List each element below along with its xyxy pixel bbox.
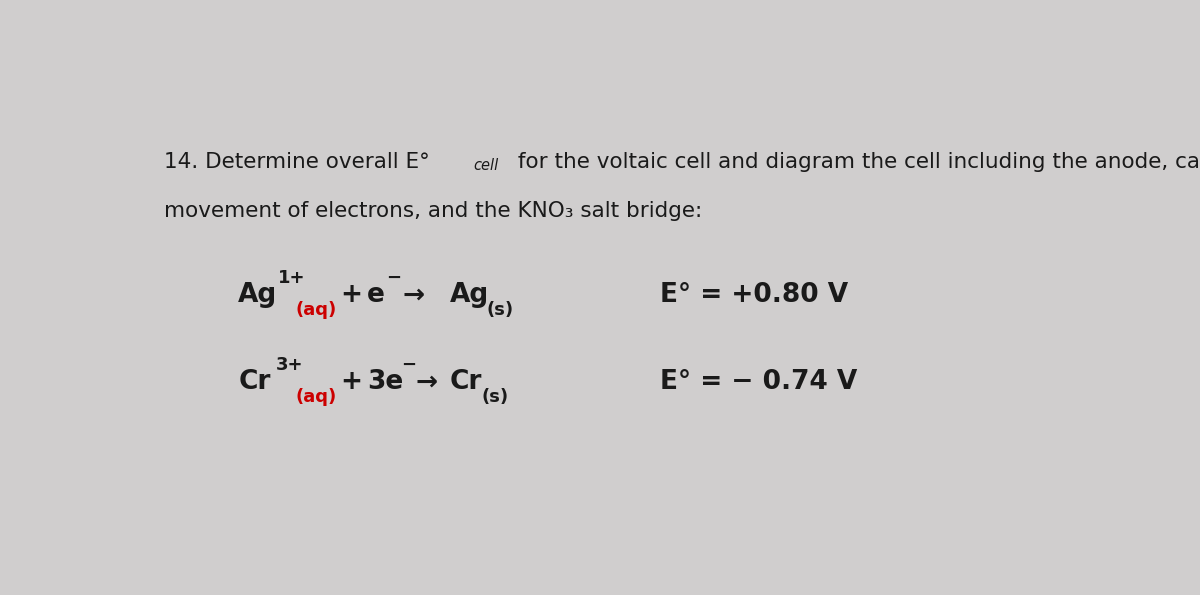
Text: +: + [341, 282, 362, 308]
Text: Ag: Ag [450, 282, 488, 308]
Text: 3+: 3+ [276, 356, 304, 374]
Text: 14. Determine overall E°: 14. Determine overall E° [164, 152, 430, 171]
Text: (aq): (aq) [295, 389, 336, 406]
Text: e: e [367, 282, 384, 308]
Text: E° = +0.80 V: E° = +0.80 V [660, 282, 847, 308]
Text: movement of electrons, and the KNO₃ salt bridge:: movement of electrons, and the KNO₃ salt… [164, 201, 702, 221]
Text: (s): (s) [487, 302, 514, 320]
Text: 1+: 1+ [278, 270, 306, 287]
Text: (s): (s) [481, 389, 509, 406]
Text: −: − [386, 270, 401, 287]
Text: −: − [401, 356, 416, 374]
Text: +: + [341, 369, 362, 395]
Text: E° = − 0.74 V: E° = − 0.74 V [660, 369, 857, 395]
Text: Cr: Cr [239, 369, 271, 395]
Text: Cr: Cr [450, 369, 482, 395]
Text: (aq): (aq) [295, 302, 336, 320]
Text: →: → [415, 369, 437, 395]
Text: for the voltaic cell and diagram the cell including the anode, cathode,: for the voltaic cell and diagram the cel… [511, 152, 1200, 171]
Text: 3e: 3e [367, 369, 403, 395]
Text: Ag: Ag [239, 282, 277, 308]
Text: →: → [403, 282, 425, 308]
Text: cell: cell [474, 158, 499, 174]
